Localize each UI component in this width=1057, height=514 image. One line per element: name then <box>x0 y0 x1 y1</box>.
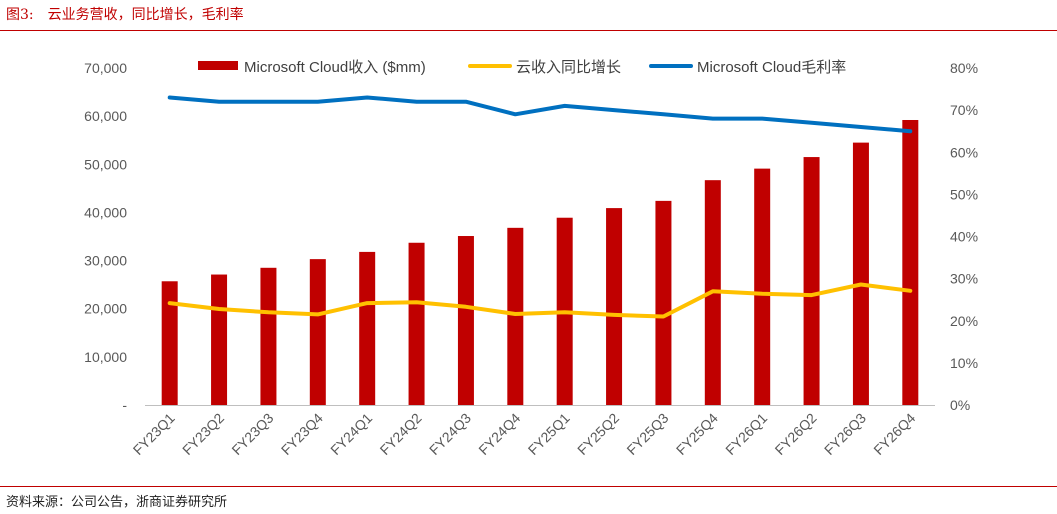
revenue-bar <box>902 119 919 405</box>
right-tick-label: 30% <box>950 271 978 287</box>
revenue-bar <box>260 267 277 405</box>
left-tick-label: 50,000 <box>84 156 127 172</box>
revenue-bar <box>408 242 425 405</box>
left-tick-label: 30,000 <box>84 253 127 269</box>
right-tick-label: 80% <box>950 60 978 76</box>
legend-label: Microsoft Cloud收入 ($mm) <box>244 59 426 76</box>
revenue-bar <box>211 274 228 405</box>
revenue-bar <box>803 157 820 405</box>
x-tick-label: FY26Q1 <box>722 410 770 458</box>
revenue-bar <box>309 259 326 405</box>
left-tick-label: 60,000 <box>84 108 127 124</box>
x-tick-label: FY26Q4 <box>870 410 918 458</box>
right-tick-label: 70% <box>950 102 978 118</box>
line-series <box>167 95 913 319</box>
revenue-bar <box>161 281 178 405</box>
margin-line <box>167 95 913 134</box>
left-axis-ticks: - 10,000 20,000 30,000 40,000 50,000 60,000 70,… <box>84 60 127 413</box>
left-tick-label: 70,000 <box>84 60 127 76</box>
x-tick-label: FY24Q4 <box>475 410 523 458</box>
x-tick-label: FY25Q4 <box>673 410 721 458</box>
combo-chart: Microsoft Cloud收入 ($mm) 云收入同比增长 Microsoft … <box>84 59 978 458</box>
legend-label: 云收入同比增长 <box>516 59 621 76</box>
x-tick-label: FY23Q3 <box>228 410 276 458</box>
left-tick-label: 20,000 <box>84 301 127 317</box>
bottom-rule <box>0 486 1057 487</box>
x-tick-label: FY23Q4 <box>278 410 326 458</box>
revenue-bar <box>655 200 672 405</box>
x-tick-label: FY23Q2 <box>179 410 227 458</box>
x-axis-ticks: FY23Q1 FY23Q2 FY23Q3 FY23Q4 FY24Q1 FY24Q2 FY24… <box>130 410 919 458</box>
right-tick-label: 60% <box>950 144 978 160</box>
revenue-bar <box>754 168 771 405</box>
source-note: 资料来源：公司公告，浙商证券研究所 <box>6 495 228 510</box>
left-tick-label: 10,000 <box>84 349 127 365</box>
revenue-bar <box>457 236 474 405</box>
figure-label: 图3: <box>6 7 34 23</box>
revenue-bar <box>606 208 623 405</box>
figure-caption: 云业务营收，同比增长，毛利率 <box>47 7 244 23</box>
legend-swatch-bar <box>198 61 238 70</box>
growth-line <box>167 282 913 319</box>
x-tick-label: FY24Q1 <box>327 410 375 458</box>
left-tick-label: 40,000 <box>84 204 127 220</box>
x-tick-label: FY26Q3 <box>821 410 869 458</box>
legend: Microsoft Cloud收入 ($mm) 云收入同比增长 Microsoft … <box>198 59 846 76</box>
x-tick-label: FY25Q2 <box>574 410 622 458</box>
x-tick-label: FY25Q1 <box>525 410 573 458</box>
revenue-bar <box>359 251 376 405</box>
right-axis-ticks: 0% 10% 20% 30% 40% 50% 60% 70% 80% <box>950 60 978 413</box>
legend-label: Microsoft Cloud毛利率 <box>697 59 846 76</box>
right-tick-label: 50% <box>950 186 978 202</box>
revenue-bars <box>161 119 919 405</box>
x-tick-label: FY24Q3 <box>426 410 474 458</box>
revenue-bar <box>852 142 869 405</box>
x-tick-label: FY26Q2 <box>772 410 820 458</box>
top-rule <box>0 30 1057 31</box>
right-tick-label: 20% <box>950 313 978 329</box>
right-tick-label: 10% <box>950 355 978 371</box>
x-tick-label: FY24Q2 <box>377 410 425 458</box>
right-tick-label: 40% <box>950 229 978 245</box>
right-tick-label: 0% <box>950 397 970 413</box>
revenue-bar <box>507 227 524 405</box>
x-tick-label: FY25Q3 <box>623 410 671 458</box>
figure-title: 图3: 云业务营收，同比增长，毛利率 <box>6 4 244 24</box>
left-tick-label: - <box>122 397 127 413</box>
x-tick-label: FY23Q1 <box>130 410 178 458</box>
